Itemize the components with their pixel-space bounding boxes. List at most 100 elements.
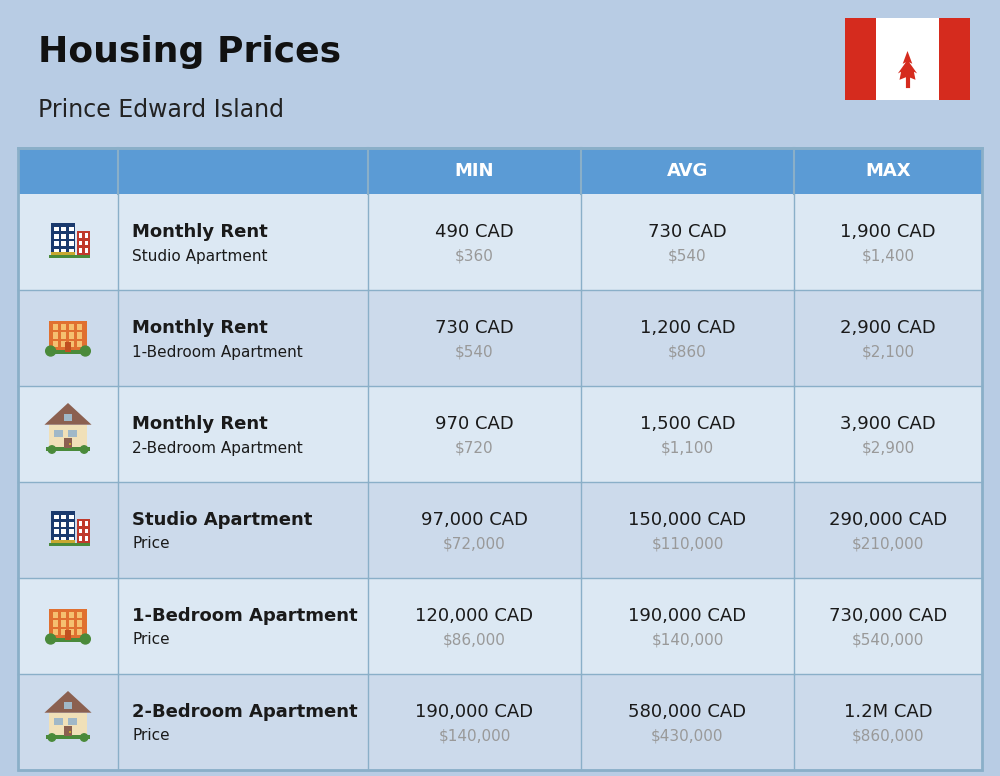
Bar xyxy=(77,324,82,330)
Bar xyxy=(54,718,63,725)
Bar xyxy=(51,540,75,544)
Text: $72,000: $72,000 xyxy=(443,536,506,552)
Bar xyxy=(61,611,66,618)
Bar xyxy=(52,629,58,636)
Text: 580,000 CAD: 580,000 CAD xyxy=(628,703,747,721)
Text: 150,000 CAD: 150,000 CAD xyxy=(628,511,747,529)
Bar xyxy=(65,630,71,639)
Bar xyxy=(54,514,59,519)
Text: 290,000 CAD: 290,000 CAD xyxy=(829,511,947,529)
Bar xyxy=(69,241,74,246)
Text: Studio Apartment: Studio Apartment xyxy=(132,511,312,529)
Bar xyxy=(85,234,88,237)
Text: $140,000: $140,000 xyxy=(651,632,724,647)
Text: Studio Apartment: Studio Apartment xyxy=(132,248,268,264)
Text: Housing Prices: Housing Prices xyxy=(38,35,341,69)
Text: Price: Price xyxy=(132,729,170,743)
Bar xyxy=(18,578,982,674)
Text: 120,000 CAD: 120,000 CAD xyxy=(415,607,534,625)
Bar xyxy=(18,674,982,770)
Bar xyxy=(69,629,74,636)
Bar xyxy=(61,227,66,231)
Text: 1-Bedroom Apartment: 1-Bedroom Apartment xyxy=(132,607,358,625)
Text: 730 CAD: 730 CAD xyxy=(435,319,514,337)
Text: 3,900 CAD: 3,900 CAD xyxy=(840,415,936,433)
Bar xyxy=(79,241,82,245)
Polygon shape xyxy=(62,697,74,702)
Circle shape xyxy=(48,445,56,453)
Bar xyxy=(46,735,90,740)
Bar xyxy=(46,639,90,642)
Bar xyxy=(845,18,876,100)
Bar xyxy=(69,234,74,239)
Bar xyxy=(61,249,66,254)
Bar xyxy=(68,718,77,725)
Text: $110,000: $110,000 xyxy=(651,536,724,552)
Bar xyxy=(69,443,71,445)
Circle shape xyxy=(46,346,56,356)
Text: $860: $860 xyxy=(668,345,707,359)
Bar xyxy=(18,148,982,194)
Text: 1,200 CAD: 1,200 CAD xyxy=(640,319,735,337)
Text: $1,400: $1,400 xyxy=(861,248,915,264)
Bar xyxy=(85,521,88,525)
Bar xyxy=(18,482,982,578)
Bar xyxy=(52,611,58,618)
Text: $2,100: $2,100 xyxy=(861,345,915,359)
Bar xyxy=(77,341,82,348)
Bar xyxy=(18,194,982,290)
Text: $1,100: $1,100 xyxy=(661,441,714,456)
Bar xyxy=(69,324,74,330)
Text: MAX: MAX xyxy=(865,162,911,180)
Text: AVG: AVG xyxy=(667,162,708,180)
Bar xyxy=(64,702,72,709)
Bar xyxy=(18,148,982,770)
Bar xyxy=(69,529,74,535)
Bar xyxy=(61,621,66,627)
Bar xyxy=(54,522,59,527)
Bar xyxy=(85,528,88,533)
Text: 970 CAD: 970 CAD xyxy=(435,415,514,433)
Text: $86,000: $86,000 xyxy=(443,632,506,647)
Bar xyxy=(68,430,77,437)
Text: 1.2M CAD: 1.2M CAD xyxy=(844,703,932,721)
Bar xyxy=(77,621,82,627)
Text: 730 CAD: 730 CAD xyxy=(648,223,727,241)
Text: $720: $720 xyxy=(455,441,494,456)
Text: $2,900: $2,900 xyxy=(861,441,915,456)
Bar xyxy=(61,324,66,330)
Text: Prince Edward Island: Prince Edward Island xyxy=(38,98,284,122)
Text: $540: $540 xyxy=(668,248,707,264)
Bar xyxy=(845,18,970,100)
Bar xyxy=(54,241,59,246)
Bar xyxy=(69,537,74,542)
Text: 490 CAD: 490 CAD xyxy=(435,223,514,241)
Text: 1-Bedroom Apartment: 1-Bedroom Apartment xyxy=(132,345,303,359)
Text: 1,900 CAD: 1,900 CAD xyxy=(840,223,936,241)
Bar xyxy=(61,537,66,542)
Text: 2-Bedroom Apartment: 2-Bedroom Apartment xyxy=(132,441,303,456)
Text: $430,000: $430,000 xyxy=(651,729,724,743)
Text: 97,000 CAD: 97,000 CAD xyxy=(421,511,528,529)
Bar xyxy=(51,223,75,255)
Bar xyxy=(69,341,74,348)
Circle shape xyxy=(80,445,88,453)
Bar xyxy=(85,248,88,252)
Text: Monthly Rent: Monthly Rent xyxy=(132,223,268,241)
Bar xyxy=(61,514,66,519)
Bar xyxy=(54,529,59,535)
Bar xyxy=(64,726,72,736)
Bar xyxy=(77,629,82,636)
Bar xyxy=(52,621,58,627)
Text: 190,000 CAD: 190,000 CAD xyxy=(415,703,534,721)
Bar xyxy=(54,234,59,239)
Bar xyxy=(49,543,90,546)
Polygon shape xyxy=(44,691,92,712)
Bar xyxy=(51,511,75,544)
Text: Price: Price xyxy=(132,536,170,552)
Bar xyxy=(79,528,82,533)
Bar xyxy=(54,249,59,254)
Bar xyxy=(54,430,63,437)
Bar xyxy=(85,536,88,541)
Bar xyxy=(46,447,90,452)
